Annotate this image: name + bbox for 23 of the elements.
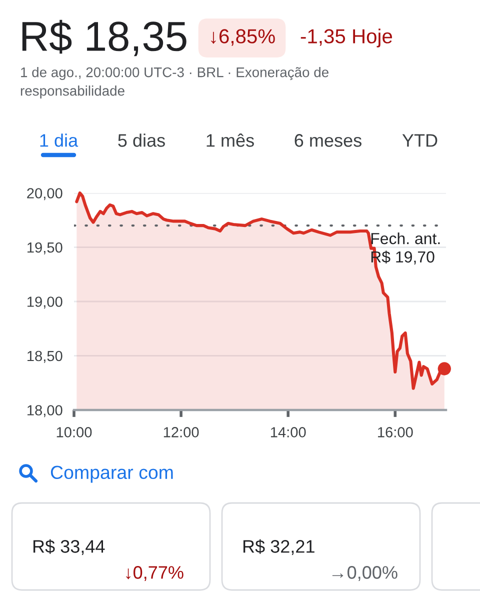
text: 6 meses xyxy=(294,134,362,147)
y-tick-label: 20,00 xyxy=(27,188,62,200)
text: R$ 32,21 xyxy=(243,539,314,555)
chart-title: R$ 18,35 xyxy=(22,20,186,56)
text: 5 dias xyxy=(118,134,165,147)
x-tick-label: 12:00 xyxy=(164,427,199,438)
text: -1,35 Hoje xyxy=(300,28,392,48)
text: R$ 33,44 xyxy=(33,539,105,555)
x-tick-label: 10:00 xyxy=(56,427,92,438)
text: Comparar com xyxy=(50,466,173,483)
y-tick-label: 19,00 xyxy=(28,296,62,309)
text: 1 mês xyxy=(206,134,254,147)
text: YTD xyxy=(402,134,438,147)
text: ↓0,77% xyxy=(126,566,184,581)
text: ↓6,85% xyxy=(211,29,275,46)
x-tick-label: 14:00 xyxy=(270,427,306,438)
y-tick-label: 18,00 xyxy=(28,405,62,418)
x-tick-label: 16:00 xyxy=(378,427,413,438)
y-tick-label: 18,50 xyxy=(28,350,62,363)
text: →0,00% xyxy=(332,566,398,581)
y-tick-label: 19,50 xyxy=(28,242,62,254)
chart-subtitle: 1 de ago., 20:00:00 UTC-3 · BRL · Exoneração de responsabilidade xyxy=(20,67,328,98)
text: 1 dia xyxy=(40,134,78,147)
